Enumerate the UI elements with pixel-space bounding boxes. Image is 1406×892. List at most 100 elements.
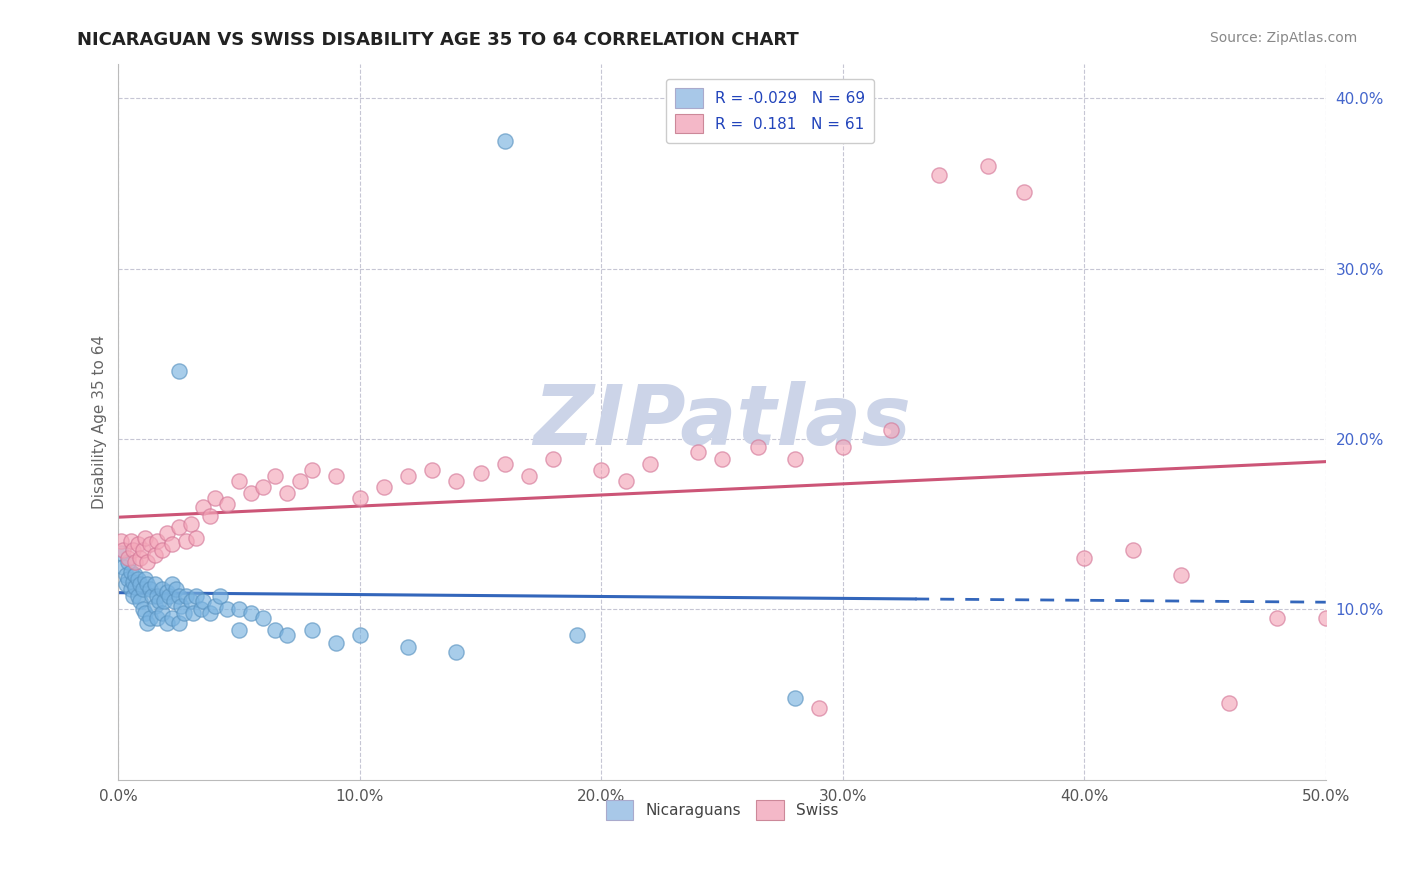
Point: [880, 423, 903, 437]
Point: [127, 537, 149, 551]
Point: [783, 690, 806, 705]
Point: [228, 623, 250, 637]
Point: [1218, 696, 1240, 710]
Point: [112, 542, 135, 557]
Point: [134, 531, 156, 545]
Point: [143, 599, 166, 613]
Point: [446, 475, 468, 489]
Point: [120, 582, 142, 596]
Point: [156, 525, 179, 540]
Point: [167, 615, 190, 630]
Point: [264, 623, 287, 637]
Point: [184, 589, 207, 603]
Point: [129, 551, 152, 566]
Point: [180, 593, 202, 607]
Point: [122, 542, 145, 557]
Point: [153, 593, 176, 607]
Point: [208, 589, 231, 603]
Point: [494, 458, 516, 472]
Point: [807, 701, 830, 715]
Legend: Nicaraguans, Swiss: Nicaraguans, Swiss: [599, 794, 845, 826]
Point: [349, 628, 371, 642]
Point: [276, 486, 298, 500]
Point: [747, 441, 769, 455]
Point: [711, 452, 734, 467]
Point: [160, 611, 183, 625]
Point: [150, 606, 173, 620]
Point: [124, 568, 146, 582]
Point: [150, 582, 173, 596]
Point: [131, 582, 153, 596]
Point: [446, 645, 468, 659]
Point: [114, 576, 136, 591]
Point: [928, 168, 950, 182]
Point: [494, 134, 516, 148]
Point: [134, 606, 156, 620]
Point: [160, 576, 183, 591]
Point: [638, 458, 661, 472]
Point: [136, 555, 159, 569]
Point: [157, 589, 180, 603]
Point: [127, 589, 149, 603]
Point: [117, 572, 139, 586]
Point: [191, 500, 214, 514]
Point: [139, 611, 162, 625]
Text: NICARAGUAN VS SWISS DISABILITY AGE 35 TO 64 CORRELATION CHART: NICARAGUAN VS SWISS DISABILITY AGE 35 TO…: [77, 31, 799, 49]
Point: [1012, 185, 1035, 199]
Point: [217, 602, 239, 616]
Point: [783, 452, 806, 467]
Point: [240, 606, 263, 620]
Point: [1122, 542, 1144, 557]
Point: [180, 517, 202, 532]
Point: [420, 462, 443, 476]
Point: [191, 593, 214, 607]
Point: [831, 441, 853, 455]
Point: [190, 602, 212, 616]
Point: [1170, 568, 1192, 582]
Point: [373, 479, 395, 493]
Point: [129, 576, 152, 591]
Point: [139, 582, 162, 596]
Point: [228, 602, 250, 616]
Point: [1267, 611, 1289, 625]
Point: [301, 623, 323, 637]
Point: [288, 475, 311, 489]
Point: [110, 546, 132, 560]
Point: [240, 486, 263, 500]
Point: [252, 479, 274, 493]
Point: [686, 445, 709, 459]
Point: [136, 615, 159, 630]
Point: [174, 589, 197, 603]
Point: [156, 585, 179, 599]
Point: [252, 611, 274, 625]
Point: [396, 640, 419, 654]
Point: [614, 475, 637, 489]
Point: [134, 572, 156, 586]
Point: [276, 628, 298, 642]
Point: [198, 606, 221, 620]
Point: [165, 582, 187, 596]
Point: [163, 593, 186, 607]
Point: [124, 580, 146, 594]
Point: [167, 520, 190, 534]
Point: [146, 589, 169, 603]
Point: [127, 572, 149, 586]
Point: [181, 606, 204, 620]
Point: [184, 531, 207, 545]
Point: [156, 615, 179, 630]
Point: [110, 534, 132, 549]
Y-axis label: Disability Age 35 to 64: Disability Age 35 to 64: [93, 334, 107, 509]
Point: [120, 534, 142, 549]
Point: [143, 548, 166, 562]
Point: [396, 469, 419, 483]
Point: [198, 508, 221, 523]
Point: [325, 469, 347, 483]
Point: [470, 466, 492, 480]
Point: [150, 542, 173, 557]
Point: [173, 606, 195, 620]
Text: ZIPatlas: ZIPatlas: [533, 382, 911, 462]
Point: [167, 589, 190, 603]
Point: [122, 589, 145, 603]
Point: [228, 475, 250, 489]
Point: [349, 491, 371, 506]
